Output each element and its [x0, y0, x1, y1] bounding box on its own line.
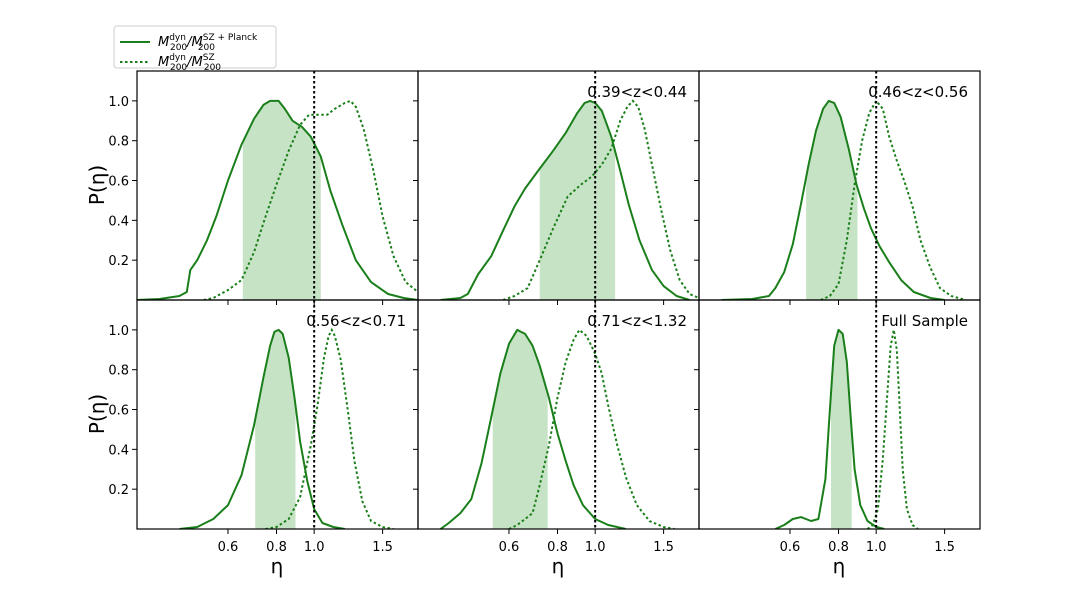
credible-band-1 — [242, 100, 321, 300]
panel-plot-area-1 — [137, 71, 418, 300]
panel-label-5: 0.71<z<1.32 — [587, 312, 687, 330]
panel-4: 0.6 0.8 1.0 1.5 0.2 0.4 0.6 0.8 1.0 0.56<z<0.71 — [108, 299, 419, 555]
x-tick-label-1-2: 0.8 — [266, 540, 287, 555]
x-tick-label-1-4: 1.5 — [372, 540, 393, 555]
x-tick-label-2-1: 0.6 — [499, 540, 520, 555]
y-tick-label-row1-1: 0.2 — [108, 254, 129, 269]
x-tick-label-1-3: 1.0 — [304, 540, 325, 555]
axis-titles: P(η) P(η) η η η — [85, 165, 845, 578]
series-solid-1 — [137, 99, 418, 300]
x-tick-label-2-2: 0.8 — [547, 540, 568, 555]
y-axis-title-top: P(η) — [85, 165, 109, 205]
y-tick-label-row1-5: 1.0 — [108, 95, 129, 110]
x-tick-label-1-1: 0.6 — [218, 540, 239, 555]
series-solid-4 — [179, 328, 346, 529]
panel-plot-area-2 — [440, 71, 699, 300]
panels: 0.2 0.4 0.6 0.8 1.0 0.39<z<0.44 0.46<z<0.56 0.6… — [108, 70, 981, 555]
y-tick-label-row2-2: 0.4 — [108, 443, 129, 458]
panel-1: 0.2 0.4 0.6 0.8 1.0 — [108, 70, 419, 305]
panel-5: 0.6 0.8 1.0 1.5 0.71<z<1.32 — [413, 299, 700, 555]
panel-plot-area-6 — [774, 300, 919, 529]
legend-label-1: Mdyn 200/MSZ + Planck 200 — [158, 33, 258, 53]
y-tick-label-row1-2: 0.4 — [108, 214, 129, 229]
panel-label-2: 0.39<z<0.44 — [587, 83, 687, 101]
x-tick-label-2-4: 1.5 — [653, 540, 674, 555]
panel-frame-6 — [698, 299, 981, 530]
y-tick-label-row2-5: 1.0 — [108, 324, 129, 339]
credible-band-4 — [255, 329, 296, 529]
series-solid-2 — [440, 99, 690, 300]
x-axis-title-col-2: η — [552, 554, 565, 578]
y-tick-label-row2-1: 0.2 — [108, 483, 129, 498]
y-tick-label-row2-4: 0.8 — [108, 364, 129, 379]
series-dotted-4 — [265, 327, 394, 529]
x-tick-label-3-4: 1.5 — [934, 540, 955, 555]
legend-label-2: Mdyn 200/MSZ 200 — [158, 53, 221, 73]
x-axis-title-col-1: η — [271, 554, 284, 578]
panel-6: 0.6 0.8 1.0 1.5 Full Sample — [694, 299, 981, 555]
panel-plot-area-3 — [721, 71, 966, 300]
x-tick-label-3-2: 0.8 — [828, 540, 849, 555]
credible-band-2 — [539, 100, 616, 300]
panel-plot-area-4 — [179, 300, 394, 529]
series-solid-5 — [439, 328, 627, 529]
y-axis-title-bottom: P(η) — [85, 394, 109, 434]
series-dotted-2 — [502, 99, 699, 300]
panel-plot-area-5 — [439, 300, 675, 529]
x-axis-title-col-3: η — [833, 554, 846, 578]
y-tick-label-row1-3: 0.6 — [108, 175, 129, 190]
credible-band-6 — [831, 329, 852, 529]
series-solid-3 — [721, 99, 945, 300]
panel-label-4: 0.56<z<0.71 — [306, 312, 406, 330]
panel-3: 0.46<z<0.56 — [694, 70, 981, 305]
y-tick-label-row1-4: 0.8 — [108, 135, 129, 150]
y-tick-label-row2-3: 0.6 — [108, 404, 129, 419]
x-tick-label-3-1: 0.6 — [780, 540, 801, 555]
panel-label-3: 0.46<z<0.56 — [868, 83, 968, 101]
x-tick-label-2-3: 1.0 — [585, 540, 606, 555]
credible-band-3 — [806, 100, 858, 300]
panel-frame-5 — [417, 299, 700, 530]
panel-label-6: Full Sample — [881, 312, 968, 330]
x-tick-label-3-3: 1.0 — [866, 540, 887, 555]
series-dotted-6 — [866, 329, 919, 529]
credible-band-5 — [492, 329, 548, 529]
legend-box — [113, 25, 277, 69]
panel-2: 0.39<z<0.44 — [413, 70, 700, 305]
series-dotted-3 — [820, 99, 966, 300]
series-solid-6 — [774, 328, 885, 529]
series-dotted-1 — [203, 99, 418, 300]
